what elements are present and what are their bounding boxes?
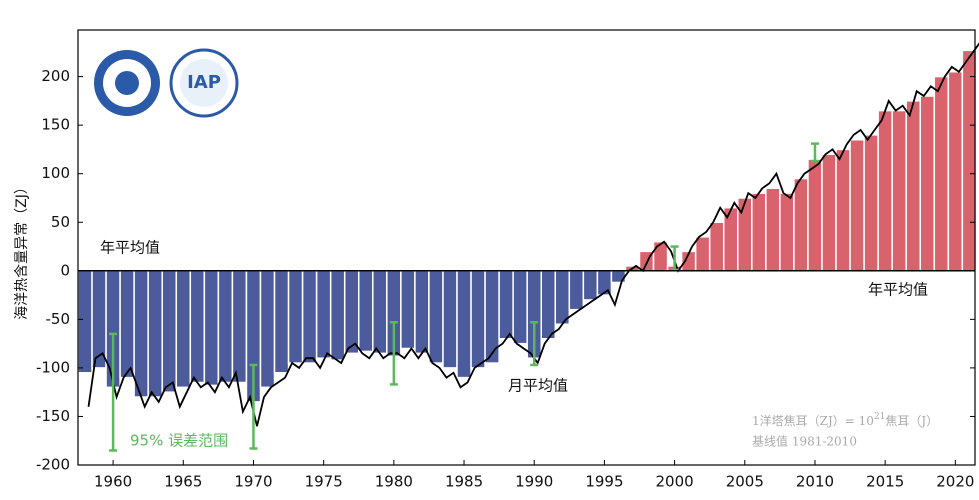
bar <box>751 192 767 272</box>
y-tick-label: 0 <box>60 261 70 279</box>
y-axis-label: 海洋热含量异常（ZJ） <box>14 180 30 320</box>
bar <box>442 270 458 369</box>
bar <box>498 270 514 340</box>
bar <box>358 270 374 353</box>
bar <box>933 75 950 272</box>
baseline-note: 基线值 1981-2010 <box>752 434 857 449</box>
bar <box>849 138 865 272</box>
bar <box>133 270 149 398</box>
y-tick-label: 200 <box>41 67 70 85</box>
bar <box>119 270 135 379</box>
bar <box>414 270 430 355</box>
bar <box>708 221 725 272</box>
bar <box>919 95 936 272</box>
bar <box>161 270 178 393</box>
bar <box>329 270 346 361</box>
y-tick-label: -50 <box>46 310 71 328</box>
bar <box>315 270 332 359</box>
x-tick-label: 1990 <box>515 473 553 491</box>
y-tick-label: -200 <box>36 456 70 474</box>
bar <box>287 270 304 364</box>
bar <box>947 71 964 272</box>
bar <box>863 134 879 272</box>
bar <box>652 240 669 272</box>
bar <box>582 270 599 301</box>
y-tick-label: -100 <box>36 358 70 376</box>
x-tick-label: 1995 <box>585 473 623 491</box>
bar <box>961 49 978 272</box>
error-bar <box>249 363 258 450</box>
y-tick-label: 50 <box>51 213 70 231</box>
bar <box>779 192 795 272</box>
error-bar <box>109 332 118 452</box>
bar <box>568 270 585 311</box>
logo-text: IAP <box>187 72 221 93</box>
bar <box>175 270 192 389</box>
bar <box>737 197 753 272</box>
bar <box>217 270 234 384</box>
x-tick-label: 1980 <box>375 473 413 491</box>
x-tick-label: 2005 <box>726 473 764 491</box>
x-tick-label: 2020 <box>936 473 974 491</box>
x-tick-label: 2010 <box>796 473 834 491</box>
error-bar <box>670 245 679 272</box>
bar <box>203 270 220 387</box>
bar <box>428 270 444 364</box>
bar <box>821 153 837 272</box>
error-bar <box>530 321 539 367</box>
x-tick-label: 1975 <box>305 473 343 491</box>
bar <box>470 270 486 369</box>
logo-iap: IAP <box>169 48 239 118</box>
x-tick-label: 1970 <box>234 473 272 491</box>
series-label: 月平均值 <box>508 377 568 395</box>
bar <box>891 109 907 272</box>
error-bar <box>389 321 398 386</box>
bar <box>610 270 627 284</box>
bar <box>722 206 739 272</box>
x-tick-label: 2000 <box>656 473 694 491</box>
bar <box>512 270 528 345</box>
bar <box>273 270 290 374</box>
bar <box>91 270 107 369</box>
bar <box>400 270 416 350</box>
series-label: 年平均值 <box>868 281 928 299</box>
plot: -200 -150 -100 -50 0 50 100 150 200 1960 1965 1970 1… <box>36 29 979 491</box>
logo-cas <box>94 50 160 116</box>
series-label: 年平均值 <box>100 239 160 257</box>
bar <box>807 158 823 272</box>
note-exponent: 21 <box>874 412 885 422</box>
unit-note: 1洋塔焦耳（ZJ）= 1021焦耳（J） <box>752 412 938 428</box>
x-tick-label: 1985 <box>445 473 483 491</box>
note-text: 焦耳（J） <box>885 414 938 428</box>
y-tick-label: 100 <box>41 164 70 182</box>
bar <box>484 270 500 364</box>
bar <box>231 270 248 384</box>
bar <box>259 270 276 389</box>
bar <box>189 270 206 384</box>
x-tick-label: 1960 <box>94 473 132 491</box>
plot-frame <box>77 29 976 466</box>
bar <box>343 270 360 355</box>
bar <box>77 270 93 374</box>
bar <box>372 270 388 355</box>
x-tick-label: 1965 <box>164 473 202 491</box>
bar <box>905 100 922 272</box>
x-tick-label: 2015 <box>866 473 904 491</box>
note-text: 1洋塔焦耳（ZJ）= 10 <box>752 413 874 428</box>
bar <box>301 270 318 364</box>
bar <box>793 177 809 272</box>
error-label: 95% 误差范围 <box>130 432 228 450</box>
bar <box>456 270 472 379</box>
y-tick-label: 150 <box>41 116 70 134</box>
bar <box>694 236 711 272</box>
bar <box>554 270 571 325</box>
bar <box>147 270 163 398</box>
error-bar <box>810 142 819 163</box>
bar <box>877 109 893 272</box>
bar <box>540 270 557 340</box>
y-tick-label: -150 <box>36 407 70 425</box>
bar <box>765 187 781 272</box>
bar <box>835 148 851 272</box>
